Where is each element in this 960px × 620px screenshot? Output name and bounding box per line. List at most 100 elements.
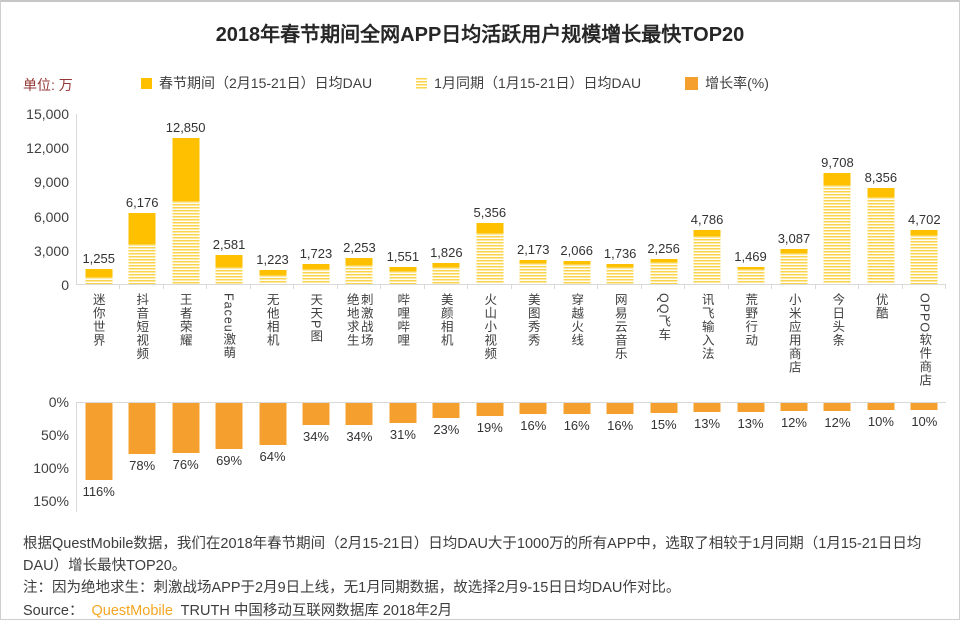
growth-bar bbox=[259, 403, 287, 445]
dau-bar bbox=[693, 230, 721, 284]
growth-column: 116% bbox=[77, 403, 120, 512]
dau-value-label: 8,356 bbox=[864, 170, 898, 185]
dau-value-label: 12,850 bbox=[165, 120, 206, 135]
dau-value-label: 1,736 bbox=[603, 246, 637, 261]
january-bar-segment bbox=[737, 269, 765, 284]
dau-value-label: 1,223 bbox=[256, 252, 289, 267]
app-name-label: 绝地求生 刺激战场 bbox=[344, 293, 373, 347]
growth-bar bbox=[302, 403, 330, 425]
january-bar-segment bbox=[259, 275, 287, 284]
growth-bar bbox=[128, 403, 156, 454]
january-bar-segment bbox=[85, 277, 113, 284]
source-prefix: Source： bbox=[23, 603, 84, 619]
dau-column: 6,176 bbox=[120, 114, 164, 289]
category-cell: 迷你世界 bbox=[76, 293, 120, 395]
dau-column: 1,551 bbox=[381, 114, 425, 289]
dau-column: 8,356 bbox=[859, 114, 903, 289]
growth-value-label: 116% bbox=[82, 484, 115, 499]
january-bar-segment bbox=[693, 236, 721, 284]
dau-column: 2,173 bbox=[512, 114, 555, 289]
legend-swatch-orange-icon bbox=[685, 76, 699, 90]
category-cell: 美图秀秀 bbox=[511, 293, 555, 395]
growth-bar bbox=[780, 403, 808, 411]
dau-column: 4,702 bbox=[903, 114, 947, 289]
growth-column: 10% bbox=[859, 403, 902, 512]
dau-axis-tick-label: 9,000 bbox=[33, 174, 69, 191]
dau-value-label: 4,702 bbox=[908, 212, 941, 227]
x-axis-tick bbox=[553, 284, 555, 289]
growth-value-label: 64% bbox=[259, 449, 286, 464]
legend-item-growth-rate: 增长率(%) bbox=[685, 73, 769, 93]
dau-column: 2,581 bbox=[207, 114, 251, 289]
dau-column: 1,826 bbox=[425, 114, 469, 289]
growth-value-label: 31% bbox=[389, 427, 416, 442]
growth-bar bbox=[650, 403, 678, 413]
growth-value-label: 16% bbox=[520, 418, 547, 433]
growth-bar bbox=[172, 403, 200, 453]
growth-bar bbox=[910, 403, 938, 410]
dau-bar bbox=[563, 261, 591, 284]
app-name-label: Faceu激萌 bbox=[221, 293, 236, 360]
dau-value-label: 4,786 bbox=[690, 212, 724, 227]
app-name-label: 美颜相机 bbox=[438, 293, 453, 347]
dau-column: 1,469 bbox=[729, 114, 773, 289]
dau-bar bbox=[650, 259, 678, 284]
dau-value-label: 5,356 bbox=[473, 205, 507, 220]
festival-bar-segment bbox=[563, 261, 591, 264]
unit-label: 单位: 万 bbox=[23, 77, 73, 93]
legend: 春节期间（2月15-21日）日均DAU 1月同期（1月15-21日）日均DAU … bbox=[141, 73, 769, 93]
app-name-label: 穿越火线 bbox=[569, 293, 584, 347]
x-axis-tick bbox=[771, 284, 773, 289]
festival-bar-segment bbox=[259, 270, 287, 275]
x-axis-tick bbox=[162, 284, 164, 289]
dau-bar bbox=[128, 213, 156, 284]
dau-bar bbox=[737, 267, 765, 284]
dau-value-label: 6,176 bbox=[125, 195, 159, 210]
x-axis-tick bbox=[597, 284, 599, 289]
dau-bar bbox=[215, 255, 243, 284]
growth-axis-tick-label: 150% bbox=[33, 493, 69, 509]
growth-column: 69% bbox=[207, 403, 250, 512]
dau-value-label: 1,826 bbox=[430, 245, 463, 260]
january-bar-segment bbox=[476, 233, 504, 284]
january-bar-segment bbox=[172, 201, 200, 284]
dau-axis-tick-label: 6,000 bbox=[33, 208, 69, 225]
festival-bar-segment bbox=[128, 213, 156, 244]
growth-value-label: 78% bbox=[129, 458, 156, 473]
dau-column: 1,723 bbox=[294, 114, 338, 289]
growth-value-label: 34% bbox=[346, 429, 373, 444]
january-bar-segment bbox=[128, 244, 156, 284]
growth-value-label: 12% bbox=[824, 415, 851, 430]
x-axis-tick bbox=[858, 284, 860, 289]
category-cell: 穿越火线 bbox=[555, 293, 599, 395]
festival-bar-segment bbox=[172, 138, 200, 201]
dau-bar bbox=[259, 270, 287, 284]
festival-bar-segment bbox=[476, 223, 504, 233]
growth-bar bbox=[476, 403, 504, 416]
app-name-label: 讯飞输入法 bbox=[699, 293, 714, 361]
category-cell: 美颜相机 bbox=[424, 293, 468, 395]
x-axis-tick bbox=[901, 284, 903, 289]
growth-bar bbox=[867, 403, 895, 410]
x-axis-tick bbox=[380, 284, 382, 289]
growth-value-label: 13% bbox=[694, 416, 721, 431]
festival-bar-segment bbox=[780, 249, 808, 253]
dau-value-label: 1,469 bbox=[734, 249, 767, 264]
growth-column: 13% bbox=[685, 403, 728, 512]
january-bar-segment bbox=[606, 267, 634, 284]
dau-value-label: 2,256 bbox=[647, 241, 680, 256]
festival-bar-segment bbox=[823, 173, 851, 185]
growth-column: 19% bbox=[468, 403, 511, 512]
dau-column: 4,786 bbox=[685, 114, 729, 289]
x-axis-tick bbox=[336, 284, 338, 289]
dau-axis-tick-label: 15,000 bbox=[26, 106, 69, 122]
january-bar-segment bbox=[867, 197, 895, 284]
dau-column: 1,255 bbox=[77, 114, 121, 289]
growth-bar bbox=[693, 403, 721, 412]
app-name-label: 美图秀秀 bbox=[525, 293, 540, 347]
x-axis-tick bbox=[945, 284, 947, 289]
source-rest: TRUTH 中国移动互联网数据库 2018年2月 bbox=[180, 603, 453, 619]
dau-bar bbox=[432, 263, 460, 284]
category-cell: 荒野行动 bbox=[729, 293, 773, 395]
festival-bar-segment bbox=[650, 259, 678, 262]
